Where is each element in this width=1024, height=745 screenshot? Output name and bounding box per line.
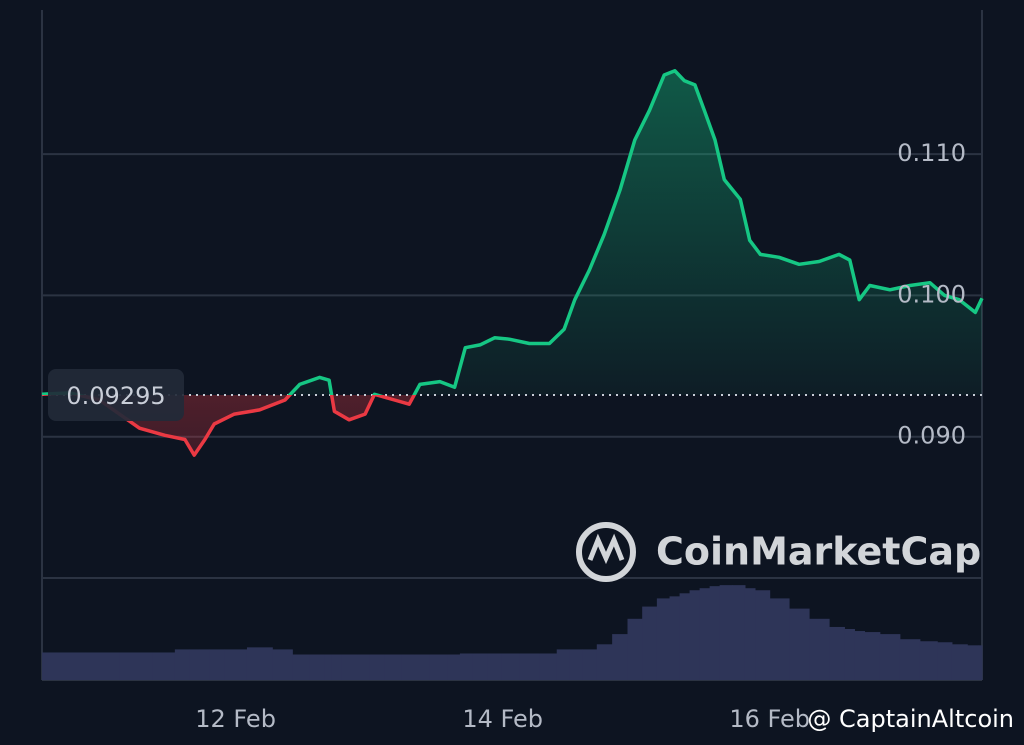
volume-bar xyxy=(246,647,273,680)
credit: @ CaptainAltcoin xyxy=(807,705,1014,733)
x-tick-label: 16 Feb xyxy=(729,705,810,733)
price-line xyxy=(41,69,984,457)
volume-bar xyxy=(539,653,558,680)
volume-bar xyxy=(755,590,771,680)
volume-bar xyxy=(119,652,153,680)
volume-bar xyxy=(612,634,628,680)
volume-bar xyxy=(174,649,191,680)
volume-bar xyxy=(844,629,855,680)
watermark-text: CoinMarketCap xyxy=(656,530,981,574)
volume-bar xyxy=(459,653,474,680)
labels: 0.090 0.100 0.110 12 Feb 14 Feb 16 Feb 0.09295 xyxy=(48,139,966,733)
volume-bar xyxy=(42,652,57,680)
volume-bar xyxy=(472,653,488,680)
volume-bar xyxy=(369,654,385,680)
volume-bar xyxy=(556,649,570,680)
volume-bar xyxy=(709,586,721,680)
volume-bar xyxy=(829,626,845,680)
volume-bar xyxy=(744,588,756,680)
price-area xyxy=(42,70,982,456)
volume-bar xyxy=(331,654,343,680)
y-tick-label: 0.110 xyxy=(897,139,966,167)
volume-bar xyxy=(569,649,583,680)
watermark: CoinMarketCap xyxy=(576,522,981,582)
volume-bar xyxy=(84,652,120,680)
volume-bar xyxy=(679,593,691,680)
volume-bar xyxy=(732,585,746,680)
volume-bar xyxy=(582,649,598,680)
x-tick-label: 12 Feb xyxy=(195,705,276,733)
volume-bar xyxy=(699,588,711,680)
volume-bar xyxy=(272,649,293,680)
volume-bar xyxy=(357,654,371,680)
volume-bar xyxy=(689,590,701,680)
y-tick-label: 0.100 xyxy=(897,280,966,308)
volume-bars xyxy=(42,585,983,680)
volume-bar xyxy=(789,608,810,680)
volume-bar xyxy=(414,654,431,680)
volume-bar xyxy=(199,649,211,680)
volume-bar xyxy=(56,652,86,680)
volume-bar xyxy=(967,645,980,680)
volume-bar xyxy=(656,598,671,680)
volume-bar xyxy=(324,654,333,680)
volume-bar xyxy=(669,596,681,680)
volume-bar xyxy=(951,644,968,680)
volume-bar xyxy=(209,649,225,680)
volume-bar xyxy=(309,654,325,680)
baseline-label: 0.09295 xyxy=(66,382,165,410)
volume-bar xyxy=(854,631,865,680)
x-tick-label: 14 Feb xyxy=(462,705,543,733)
volume-bar xyxy=(899,639,921,680)
plot xyxy=(41,69,984,457)
y-tick-label: 0.090 xyxy=(897,422,966,450)
volume-bar xyxy=(596,644,613,680)
baseline-label-box xyxy=(48,369,184,422)
volume-bar xyxy=(152,652,176,680)
volume-bar xyxy=(292,654,311,680)
volume-bar xyxy=(429,654,448,680)
volume-bar xyxy=(487,653,503,680)
volume-bar xyxy=(642,606,658,680)
volume-bar xyxy=(519,653,540,680)
watermark-logo xyxy=(576,522,636,582)
volume-bar xyxy=(447,654,461,680)
volume-bar xyxy=(879,634,901,680)
volume-bar xyxy=(627,618,643,680)
volume-bar xyxy=(341,654,358,680)
volume-bar xyxy=(224,649,248,680)
volume-bar xyxy=(978,645,983,680)
volume-bar xyxy=(384,654,403,680)
volume-bar xyxy=(864,632,881,680)
volume-bar xyxy=(189,649,201,680)
volume-bar xyxy=(809,618,830,680)
volume-bar xyxy=(501,653,520,680)
volume-bar xyxy=(937,642,953,680)
volume-bar xyxy=(919,641,938,680)
volume-bar xyxy=(401,654,416,680)
volume-bar xyxy=(719,585,733,680)
volume-bar xyxy=(769,598,790,680)
watermark-logo-mark xyxy=(587,533,625,565)
